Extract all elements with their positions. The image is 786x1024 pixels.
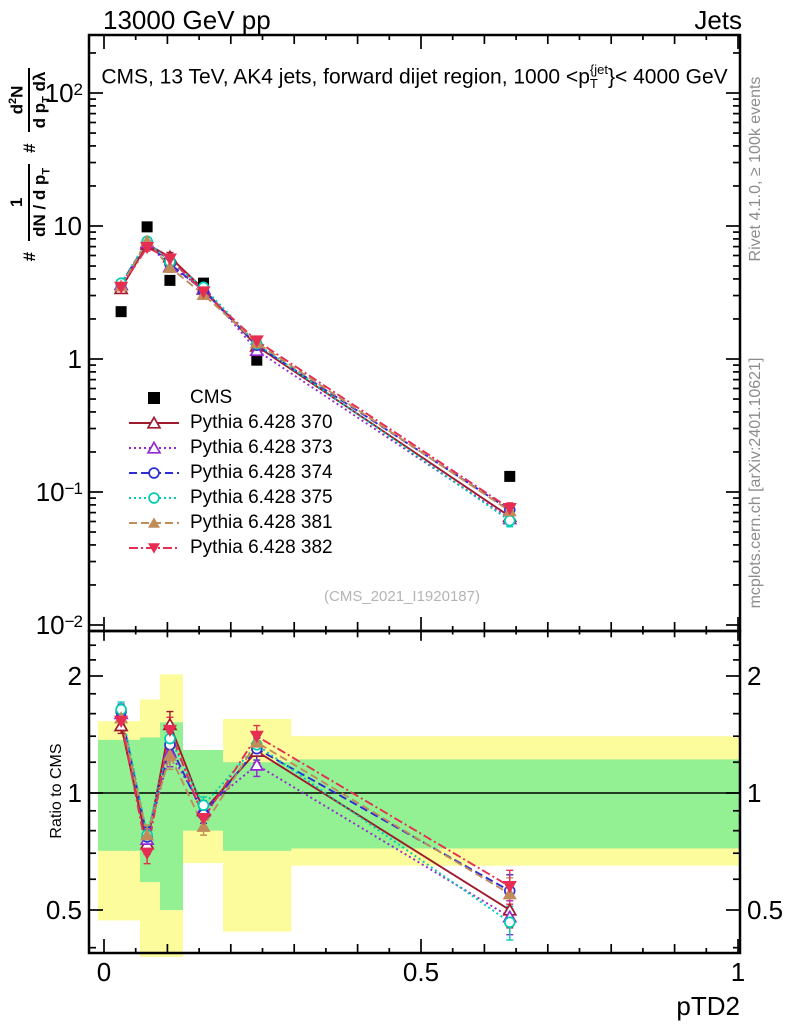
legend-label-pythia-381: Pythia 6.428 381: [190, 512, 333, 533]
legend-cms-square: [148, 392, 160, 404]
cms-data-point: [164, 274, 176, 286]
legend-label-cms: CMS: [190, 387, 233, 408]
mc-marker: [502, 881, 517, 894]
legend-marker-s1: [129, 440, 179, 454]
mc-marker: [504, 916, 516, 929]
legend-marker-s0: [129, 415, 179, 429]
legend-marker-cms: [148, 392, 160, 404]
legend-marker-s3: [129, 492, 179, 504]
cms-data-point: [251, 354, 263, 366]
uncertainty-band-green: [291, 759, 741, 849]
ratio-y-tick-label-left: 1: [67, 778, 82, 808]
legend-marker-s5: [129, 543, 179, 554]
cms-data-point: [504, 470, 516, 482]
legend-item-pythia-373: Pythia 6.428 373: [128, 436, 333, 460]
legend-marker-shape: [148, 467, 160, 479]
mc-marker: [196, 813, 211, 826]
mc-marker: [504, 514, 516, 527]
legend-item-pythia-374: Pythia 6.428 374: [128, 461, 333, 485]
mc-marker: [140, 847, 155, 861]
mc-marker: [502, 502, 517, 516]
ratio-y-tick-label-right: 1: [747, 778, 762, 808]
series-line-main: [120, 242, 511, 518]
uncertainty-band-green: [140, 737, 160, 883]
series-line-ratio: [120, 717, 511, 895]
legend-marker-shape: [148, 543, 160, 554]
mc-marker: [249, 730, 264, 744]
main-y-tick-label: 10−2: [35, 610, 83, 640]
mc-marker: [196, 819, 211, 832]
mc-marker: [114, 281, 129, 294]
series-line-main: [120, 246, 511, 510]
main-y-tick-label: 10−1: [35, 477, 83, 507]
mc-marker: [502, 887, 517, 900]
plot-title: CMS, 13 TeV, AK4 jets, forward dijet reg…: [101, 62, 728, 91]
legend-label-pythia-375: Pythia 6.428 375: [190, 487, 333, 508]
mc-marker: [140, 828, 155, 841]
mc-marker: [140, 242, 155, 255]
x-tick-label: 0.5: [402, 957, 440, 987]
mcplots-arxiv-note: mcplots.cern.ch [arXiv:2401.10621]: [747, 357, 764, 609]
x-axis-title: pTD2: [676, 991, 740, 1021]
main-y-tick-label: 10: [53, 211, 82, 241]
legend-marker-shape: [146, 440, 162, 454]
mc-marker: [197, 799, 210, 812]
legend-marker-shape: [146, 415, 162, 429]
cms-data-point: [115, 306, 127, 318]
x-tick-label: 1: [730, 957, 746, 987]
analysis-id-watermark: (CMS_2021_I1920187): [324, 588, 480, 605]
beam-header: 13000 GeV pp: [103, 5, 271, 35]
legend-item-cms: CMS: [128, 386, 232, 410]
mc-marker: [162, 748, 177, 761]
mc-marker: [162, 260, 177, 273]
plot-title-text: CMS, 13 TeV, AK4 jets, forward dijet reg…: [101, 65, 590, 89]
legend-marker-shape: [148, 517, 160, 528]
mc-marker: [114, 715, 129, 729]
legend-label-pythia-370: Pythia 6.428 370: [190, 412, 333, 433]
legend-marker-shape: [148, 492, 160, 504]
plot-title-supsub: {jet T: [589, 62, 608, 91]
ratio-y-tick-label-left: 0.5: [45, 895, 82, 925]
main-y-tick-label: 1: [67, 344, 82, 374]
analysis-group-header: Jets: [694, 5, 742, 35]
legend-marker-s4: [129, 517, 179, 528]
ratio-y-tick-label-right: 2: [747, 660, 762, 691]
legend-item-pythia-381: Pythia 6.428 381: [128, 511, 333, 535]
legend-label-pythia-382: Pythia 6.428 382: [190, 537, 333, 558]
uncertainty-band-green: [97, 739, 141, 851]
legend-item-pythia-375: Pythia 6.428 375: [128, 486, 333, 510]
cms-data-point: [141, 221, 153, 233]
mc-marker: [162, 253, 177, 266]
mc-marker: [162, 724, 177, 738]
ratio-panel-frame: [87, 629, 742, 955]
series-line-ratio: [120, 721, 511, 888]
legend-label-pythia-373: Pythia 6.428 373: [190, 437, 333, 458]
mc-marker: [249, 335, 264, 348]
legend-item-pythia-382: Pythia 6.428 382: [128, 536, 333, 560]
mc-marker: [196, 286, 211, 299]
mc-marker: [249, 757, 265, 771]
ratio-y-tick-label-left: 2: [67, 660, 82, 691]
legend-label-pythia-374: Pythia 6.428 374: [190, 462, 333, 483]
ratio-y-tick-label-right: 0.5: [747, 895, 784, 925]
main-y-tick-label: 102: [44, 78, 83, 108]
legend-marker-s2: [129, 467, 179, 479]
legend-item-pythia-370: Pythia 6.428 370: [128, 411, 333, 435]
x-tick-label: 0: [96, 957, 112, 987]
series-line-ratio: [120, 721, 511, 911]
series-line-ratio: [120, 711, 511, 892]
